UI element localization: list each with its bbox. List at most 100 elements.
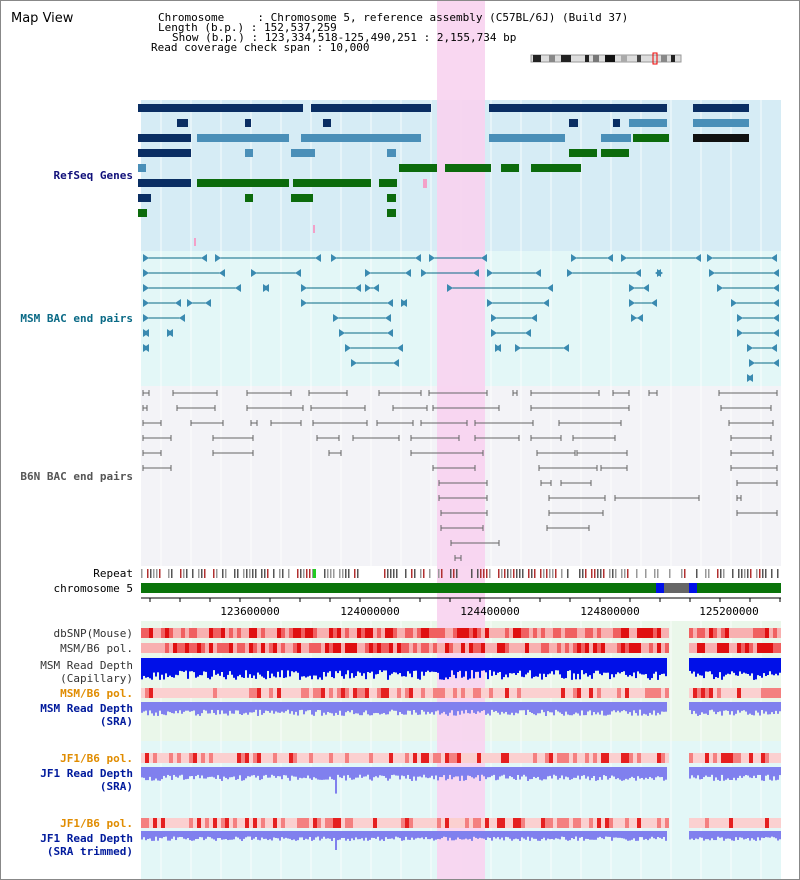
jf1-read-depth-trimmed (453, 831, 455, 841)
jf1-read-depth-sra (283, 767, 285, 776)
track-label-msm-depth-sra[interactable]: MSM Read Depth (SRA) (40, 702, 133, 728)
jf1-read-depth-sra (401, 767, 403, 776)
jf1-read-depth-sra (757, 767, 759, 775)
track-label-jf1-b6-pol-2[interactable]: JF1/B6 pol. (60, 817, 133, 830)
msm-read-depth-capillary (407, 658, 409, 672)
msm-read-depth-capillary (653, 658, 655, 674)
jf1-read-depth-trimmed (359, 831, 361, 840)
track-label-refseq[interactable]: RefSeq Genes (53, 169, 133, 182)
msm-b6-pol-density (389, 688, 393, 698)
msm-read-depth-sra (203, 702, 205, 710)
jf1-read-depth-trimmed (311, 831, 313, 841)
msm-b6-pol-density (589, 688, 593, 698)
jf1-b6-pol-density (633, 818, 637, 828)
jf1-read-depth-sra (305, 767, 307, 779)
msm-b6-pol-density (529, 688, 533, 698)
track-label-repeat[interactable]: Repeat (93, 567, 133, 580)
jf1-read-depth-sra (227, 767, 229, 780)
repeat-mark (216, 569, 218, 578)
dbsnp-density (489, 628, 493, 638)
ruler-tick-label: 125200000 (699, 605, 759, 618)
repeat-mark (549, 569, 551, 578)
msm-b6-pol-density (501, 643, 505, 653)
msm-read-depth-sra (489, 702, 491, 716)
jf1-read-depth-sra (731, 767, 733, 780)
jf1-read-depth-sra (609, 767, 611, 779)
jf1-read-depth-sra (159, 767, 161, 781)
track-label-jf1-depth-sra[interactable]: JF1 Read Depth (SRA) (40, 767, 133, 793)
msm-read-depth-sra (335, 702, 337, 713)
jf1-b6-pol-density (605, 818, 609, 828)
jf1-b6-pol-density (553, 818, 557, 828)
dbsnp-density (253, 628, 257, 638)
jf1-read-depth-trimmed (147, 831, 149, 839)
msm-read-depth-sra (559, 702, 561, 713)
msm-read-depth-sra (647, 702, 649, 716)
gene-strand-arrow (245, 194, 251, 202)
jf1-b6-pol-density (337, 753, 341, 763)
jf1-b6-pol-density (405, 753, 409, 763)
msm-bac-end (263, 284, 269, 292)
track-label-dbsnp[interactable]: dbSNP(Mouse) (53, 627, 133, 640)
track-label-jf1-depth-trimmed[interactable]: JF1 Read Depth (SRA trimmed) (40, 832, 133, 858)
track-label-b6n-bac[interactable]: B6N BAC end pairs (20, 470, 133, 483)
jf1-read-depth-sra (377, 767, 379, 778)
repeat-mark (156, 569, 158, 578)
msm-b6-pol-density (353, 688, 357, 698)
track-label-jf1-b6-pol-1[interactable]: JF1/B6 pol. (60, 752, 133, 765)
gene-strand-arrow (177, 119, 183, 127)
jf1-read-depth-sra (373, 767, 375, 778)
jf1-b6-pol-density (661, 818, 665, 828)
msm-read-depth-capillary (523, 658, 525, 678)
msm-read-depth-capillary (253, 658, 255, 676)
msm-bac-end (635, 269, 641, 277)
jf1-b6-pol-density (569, 753, 573, 763)
msm-read-depth-capillary (733, 658, 735, 673)
dbsnp-density (553, 628, 557, 638)
msm-b6-pol-density (665, 688, 669, 698)
msm-read-depth-sra (583, 702, 585, 716)
jf1-b6-pol-density (445, 753, 449, 763)
msm-read-depth-sra (283, 702, 285, 713)
msm-read-depth-sra (769, 702, 771, 715)
jf1-b6-pol-density (341, 753, 345, 763)
msm-read-depth-capillary (411, 658, 413, 678)
jf1-read-depth-sra (561, 767, 563, 776)
msm-b6-pol-density (421, 688, 425, 698)
msm-read-depth-sra (169, 702, 171, 713)
jf1-b6-pol-density (461, 753, 465, 763)
track-label-msm-depth-capillary[interactable]: MSM Read Depth (Capillary) (40, 659, 133, 685)
jf1-read-depth-trimmed (365, 831, 367, 838)
msm-b6-pol-density (593, 688, 597, 698)
track-label-msm-b6-pol-1[interactable]: MSM/B6 pol. (60, 642, 133, 655)
msm-b6-pol-density (169, 643, 173, 653)
track-label-msm-b6-pol-2[interactable]: MSM/B6 pol. (60, 687, 133, 700)
jf1-read-depth-sra (145, 767, 147, 781)
jf1-b6-pol-density (525, 818, 529, 828)
msm-bac-end (525, 329, 531, 337)
dbsnp-density (597, 628, 601, 638)
jf1-b6-pol-density (209, 753, 213, 763)
repeat-mark (636, 569, 638, 578)
msm-read-depth-capillary (435, 658, 437, 672)
jf1-read-depth-sra (183, 767, 185, 780)
jf1-read-depth-trimmed (565, 831, 567, 840)
jf1-b6-pol-density (517, 753, 521, 763)
jf1-read-depth-trimmed (295, 831, 297, 841)
msm-read-depth-capillary (323, 658, 325, 672)
msm-read-depth-capillary (575, 658, 577, 680)
jf1-read-depth-trimmed (341, 831, 343, 838)
msm-read-depth-capillary (427, 658, 429, 671)
jf1-b6-pol-density (641, 818, 645, 828)
repeat-mark (168, 569, 170, 578)
msm-read-depth-sra (419, 702, 421, 715)
jf1-read-depth-sra (631, 767, 633, 777)
msm-read-depth-sra (147, 702, 149, 716)
track-label-msm-bac[interactable]: MSM BAC end pairs (20, 312, 133, 325)
jf1-read-depth-sra (151, 767, 153, 781)
jf1-b6-pol-density (213, 753, 217, 763)
jf1-b6-pol-density (433, 753, 437, 763)
msm-read-depth-sra (317, 702, 319, 710)
